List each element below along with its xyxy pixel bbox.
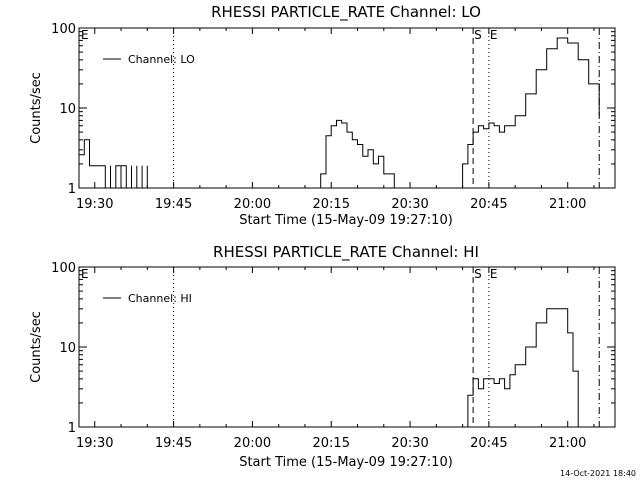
series-group	[462, 308, 579, 428]
event-marker-label: S	[474, 28, 482, 42]
axis-ticks: 19:30 19:45 20:00 20:15 20:30 20:45 21:00 1 10 10…	[51, 261, 615, 451]
event-marker-label: E	[81, 28, 89, 42]
y-tick-label: 100	[51, 261, 76, 276]
x-tick-label: 20:45	[470, 197, 507, 212]
x-tick-label: 20:15	[313, 436, 350, 451]
axis-ticks: 19:30 19:45 20:00 20:15 20:30 20:45 21:00 1 10 10…	[51, 22, 615, 212]
footer-timestamp: 14-Oct-2021 18:40	[560, 469, 636, 478]
x-tick-label: 20:45	[470, 436, 507, 451]
series-line	[79, 37, 600, 189]
event-marker-label: E	[81, 267, 89, 281]
x-tick-label: 21:00	[549, 197, 586, 212]
event-marker-label: E	[490, 28, 498, 42]
x-tick-label: 20:15	[313, 197, 350, 212]
y-tick-label: 100	[51, 22, 76, 37]
x-tick-label: 20:30	[391, 436, 428, 451]
x-axis-label: Start Time (15-May-09 19:27:10)	[239, 213, 453, 228]
y-tick-label: 10	[59, 102, 76, 117]
plot-frame	[78, 27, 616, 189]
x-tick-label: 20:00	[234, 436, 271, 451]
x-tick-label: 21:00	[549, 436, 586, 451]
event-marker-label: E	[490, 267, 498, 281]
y-tick-label: 10	[59, 341, 76, 356]
legend: Channel: HI	[103, 292, 192, 305]
x-tick-label: 19:30	[76, 436, 113, 451]
legend-label: Channel: HI	[128, 292, 192, 305]
hi-channel-panel: RHESSI PARTICLE_RATE Channel: HI Counts/…	[29, 243, 616, 470]
event-marker-label: S	[474, 267, 482, 281]
legend: Channel: LO	[103, 53, 195, 66]
lo-channel-panel: RHESSI PARTICLE_RATE Channel: LO Counts/…	[29, 3, 616, 228]
x-tick-label: 19:45	[155, 436, 192, 451]
y-axis-label: Counts/sec	[29, 311, 44, 383]
panel-title: RHESSI PARTICLE_RATE Channel: LO	[211, 3, 481, 22]
y-tick-label: 1	[68, 182, 76, 197]
panel-title: RHESSI PARTICLE_RATE Channel: HI	[213, 243, 479, 262]
x-tick-label: 20:00	[234, 197, 271, 212]
y-axis-label: Counts/sec	[29, 72, 44, 144]
x-tick-label: 19:45	[155, 197, 192, 212]
x-axis-label: Start Time (15-May-09 19:27:10)	[239, 455, 453, 470]
series-line	[462, 308, 579, 428]
y-tick-label: 1	[68, 421, 76, 436]
x-tick-label: 20:30	[391, 197, 428, 212]
legend-label: Channel: LO	[128, 53, 195, 66]
series-group	[79, 37, 600, 189]
x-tick-label: 19:30	[76, 197, 113, 212]
